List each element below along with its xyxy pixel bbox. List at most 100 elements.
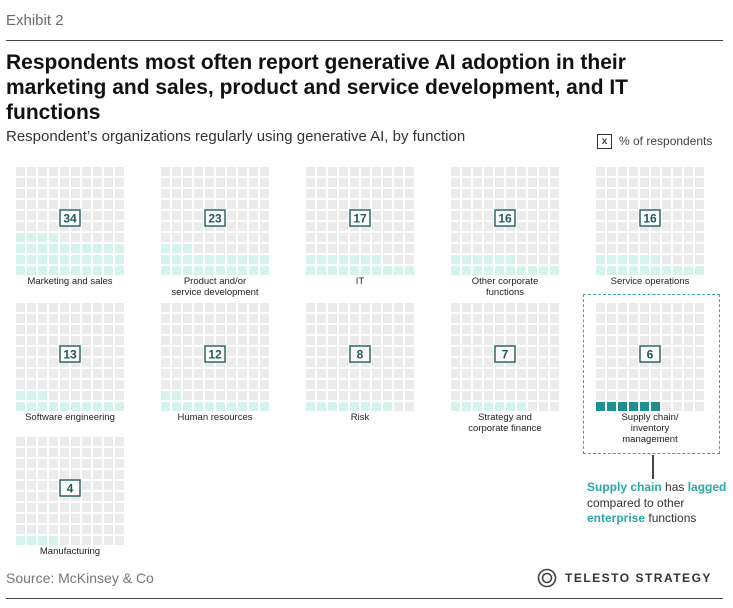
- waffle-cell-empty: [495, 325, 504, 334]
- waffle-cell-empty: [596, 358, 605, 367]
- waffle-cell-empty: [405, 347, 414, 356]
- waffle-cell-empty: [306, 369, 315, 378]
- waffle-cell-empty: [372, 200, 381, 209]
- waffle-cell-empty: [550, 211, 559, 220]
- waffle-cell-empty: [317, 369, 326, 378]
- waffle-cell-empty: [361, 233, 370, 242]
- waffle-cell-empty: [372, 167, 381, 176]
- waffle-cell-empty: [361, 325, 370, 334]
- waffle-cell-empty: [451, 358, 460, 367]
- waffle-cell-filled: [161, 402, 170, 411]
- waffle-cell-filled: [183, 244, 192, 253]
- waffle-cell-empty: [238, 211, 247, 220]
- waffle-cell-empty: [306, 391, 315, 400]
- waffle-cell-empty: [528, 336, 537, 345]
- waffle-cell-empty: [339, 347, 348, 356]
- value-box: [639, 209, 661, 227]
- waffle-cell-empty: [93, 167, 102, 176]
- waffle-cell-empty: [629, 369, 638, 378]
- waffle-cell-empty: [596, 233, 605, 242]
- waffle-cell-empty: [115, 211, 124, 220]
- waffle-cell-empty: [673, 369, 682, 378]
- waffle-cell-empty: [618, 391, 627, 400]
- waffle-cell-empty: [462, 347, 471, 356]
- waffle-cell-empty: [640, 391, 649, 400]
- waffle-cell-filled: [684, 266, 693, 275]
- waffle-cell-empty: [71, 448, 80, 457]
- waffle-cell-filled: [451, 266, 460, 275]
- waffle-cell-empty: [405, 380, 414, 389]
- waffle-cell-empty: [82, 369, 91, 378]
- waffle-cell-empty: [27, 303, 36, 312]
- waffle-cell-empty: [596, 211, 605, 220]
- waffle-cell-filled: [49, 536, 58, 545]
- waffle-cell-empty: [517, 314, 526, 323]
- waffle-cell-empty: [172, 303, 181, 312]
- waffle-cell-filled: [618, 255, 627, 264]
- waffle-cell-empty: [71, 167, 80, 176]
- waffle-cell-empty: [183, 347, 192, 356]
- waffle-cell-filled: [506, 266, 515, 275]
- category-label: Marketing and sales: [27, 276, 113, 287]
- waffle-cell-filled: [205, 402, 214, 411]
- waffle-cell-empty: [60, 536, 69, 545]
- waffle-cell-filled: [361, 266, 370, 275]
- waffle-cell-empty: [339, 358, 348, 367]
- waffle-cell-empty: [383, 303, 392, 312]
- waffle-cell-empty: [539, 167, 548, 176]
- waffle-cell-filled: [640, 255, 649, 264]
- waffle-cell-empty: [104, 492, 113, 501]
- waffle-cell-empty: [306, 189, 315, 198]
- waffle-cell-filled: [618, 402, 627, 411]
- waffle-cell-empty: [673, 325, 682, 334]
- waffle-cell-empty: [361, 189, 370, 198]
- waffle-cell-filled: [607, 255, 616, 264]
- waffle-cell-empty: [183, 189, 192, 198]
- waffle-cell-filled: [339, 266, 348, 275]
- waffle-cell-filled: [16, 402, 25, 411]
- waffle-cell-filled: [60, 244, 69, 253]
- waffle-cell-empty: [172, 369, 181, 378]
- waffle-cell-empty: [451, 211, 460, 220]
- waffle-cell-filled: [183, 255, 192, 264]
- waffle-cell-empty: [607, 347, 616, 356]
- waffle-cell-empty: [161, 380, 170, 389]
- waffle-cell-empty: [306, 178, 315, 187]
- waffle-cell-empty: [517, 244, 526, 253]
- waffle-cell-empty: [405, 178, 414, 187]
- waffle-cell-empty: [71, 391, 80, 400]
- waffle-cell-filled: [495, 402, 504, 411]
- waffle-cell-empty: [394, 391, 403, 400]
- value-box: [59, 479, 81, 497]
- waffle-cell-filled: [394, 266, 403, 275]
- waffle-cell-empty: [16, 380, 25, 389]
- category-label: Other corporate functions: [471, 276, 539, 298]
- waffle-cell-empty: [684, 325, 693, 334]
- waffle-cell-empty: [49, 503, 58, 512]
- waffle-cell-empty: [328, 222, 337, 231]
- waffle-strategy-and-corporate-finance: 7: [451, 303, 559, 411]
- waffle-cell-filled: [38, 244, 47, 253]
- waffle-cell-empty: [260, 303, 269, 312]
- waffle-cell-empty: [673, 358, 682, 367]
- category-label: Supply chain/inventory management: [621, 412, 679, 445]
- waffle-cell-empty: [695, 314, 704, 323]
- waffle-cell-empty: [484, 369, 493, 378]
- waffle-cell-empty: [27, 525, 36, 534]
- category-label: Strategy and corporate finance: [468, 412, 542, 434]
- waffle-cell-filled: [629, 255, 638, 264]
- waffle-cell-empty: [506, 303, 515, 312]
- waffle-cell-empty: [82, 167, 91, 176]
- waffle-cell-empty: [104, 178, 113, 187]
- waffle-cell-filled: [607, 402, 616, 411]
- waffle-cell-empty: [49, 470, 58, 479]
- brand-mark: TELESTO STRATEGY: [537, 568, 712, 588]
- waffle-cell-empty: [451, 244, 460, 253]
- waffle-manufacturing: 4: [16, 437, 124, 545]
- waffle-cell-empty: [462, 244, 471, 253]
- waffle-cell-empty: [38, 481, 47, 490]
- waffle-cell-empty: [372, 178, 381, 187]
- waffle-cell-empty: [383, 369, 392, 378]
- waffle-cell-empty: [550, 325, 559, 334]
- waffle-cell-empty: [629, 358, 638, 367]
